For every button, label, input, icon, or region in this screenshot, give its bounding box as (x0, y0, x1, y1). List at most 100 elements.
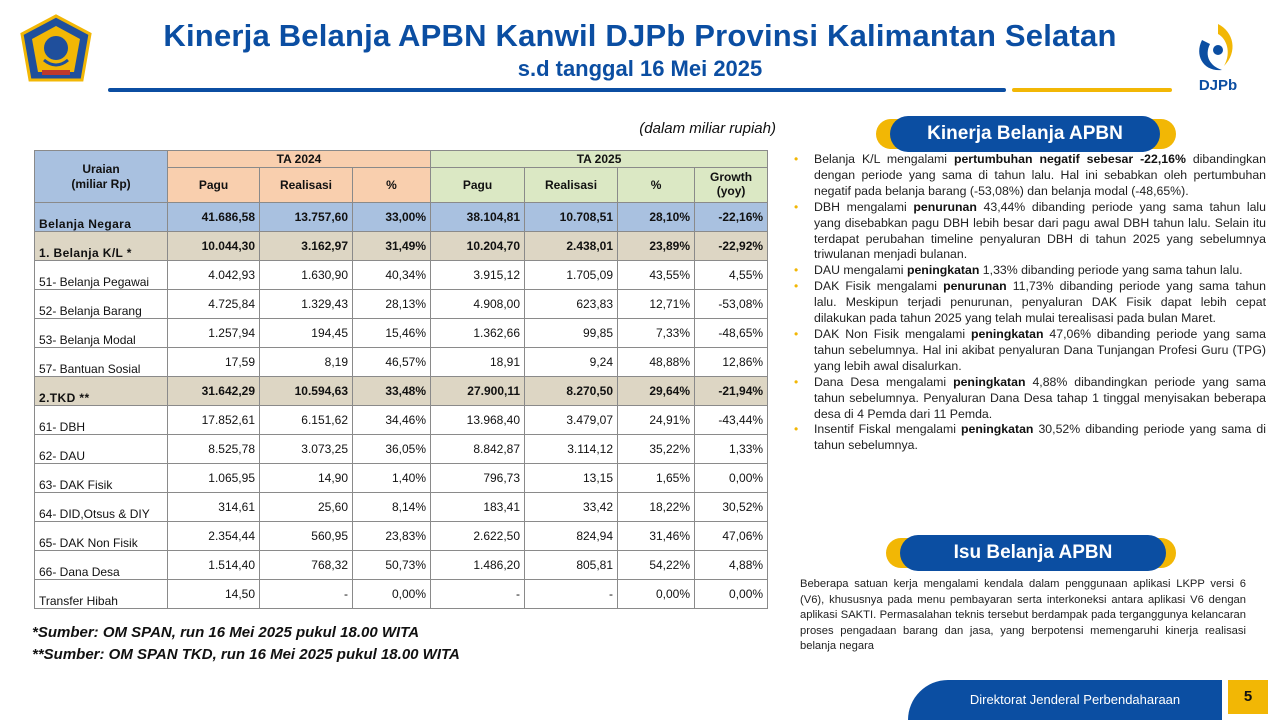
bullet-emphasis: penurunan (913, 199, 977, 214)
table-row: Belanja Negara 41.686,58 13.757,60 33,00% 38… (34, 202, 769, 232)
row-value: 9,24 (524, 347, 619, 377)
row-value: 4.908,00 (430, 289, 526, 319)
row-value: 10.044,30 (167, 231, 260, 261)
row-value: 0,00% (351, 579, 432, 609)
table-row: 64- DID,Otsus & DIY 314,61 25,60 8,14% 183,4… (34, 492, 769, 522)
row-value: 4,88% (694, 550, 769, 580)
col-growth-line2: (yoy) (716, 184, 746, 198)
row-label: 63- DAK Fisik (34, 463, 168, 493)
footer-org: Direktorat Jenderal Perbendaharaan (908, 680, 1222, 720)
source-note-1: *Sumber: OM SPAN, run 16 Mei 2025 pukul … (32, 624, 420, 641)
row-value: -48,65% (694, 318, 769, 348)
row-value: 17.852,61 (167, 405, 260, 435)
bullet-text: 4,88% dibandingkan periode yang sama tah… (814, 374, 1267, 421)
row-value: 8.270,50 (524, 376, 619, 406)
row-value: - (259, 579, 353, 609)
row-value: 1.486,20 (430, 550, 526, 580)
row-value: 36,05% (351, 434, 432, 464)
row-value: 14,90 (259, 463, 353, 493)
col-growth: Growth (yoy) (694, 167, 769, 203)
row-value: 0,00% (694, 579, 769, 609)
row-value: 1,33% (694, 434, 769, 464)
kinerja-bullet: • Insentif Fiskal mengalami peningkatan 3… (794, 422, 1266, 454)
row-value: 1.514,40 (167, 550, 260, 580)
row-value: -53,08% (694, 289, 769, 319)
row-value: 10.594,63 (259, 376, 353, 406)
row-value: 1.257,94 (167, 318, 260, 348)
row-value: - (524, 579, 619, 609)
col-pagu-2025: Pagu (430, 167, 526, 203)
kinerja-heading: Kinerja Belanja APBN (890, 116, 1160, 152)
row-value: -43,44% (694, 405, 769, 435)
row-value: 12,71% (617, 289, 696, 319)
row-value: 33,48% (351, 376, 432, 406)
row-value: 28,10% (617, 202, 696, 232)
row-value: 43,55% (617, 260, 696, 290)
table-row: 62- DAU 8.525,78 3.073,25 36,05% 8.842,87 3.1… (34, 434, 769, 464)
bullet-text: 30,52% dibanding periode yang sama di ta… (814, 422, 1266, 453)
row-value: 8,14% (351, 492, 432, 522)
row-value: 13,15 (524, 463, 619, 493)
row-value: 1.705,09 (524, 260, 619, 290)
row-value: 1.362,66 (430, 318, 526, 348)
row-value: 35,22% (617, 434, 696, 464)
row-value: 30,52% (694, 492, 769, 522)
row-value: 183,41 (430, 492, 526, 522)
uraian-header-line2: (miliar Rp) (71, 176, 131, 191)
row-value: 805,81 (524, 550, 619, 580)
row-value: 10.204,70 (430, 231, 526, 261)
source-note-2: **Sumber: OM SPAN TKD, run 16 Mei 2025 p… (32, 646, 460, 663)
uraian-header: Uraian (miliar Rp) (34, 150, 168, 203)
row-value: 3.073,25 (259, 434, 353, 464)
row-value: 1.329,43 (259, 289, 353, 319)
row-label: 66- Dana Desa (34, 550, 168, 580)
bullet-emphasis: penurunan (943, 279, 1007, 294)
bullet-emphasis: pertumbuhan negatif sebesar -22,16% (953, 152, 1186, 166)
row-value: 796,73 (430, 463, 526, 493)
row-value: 1.630,90 (259, 260, 353, 290)
bullet-text: Insentif Fiskal mengalami (814, 422, 961, 437)
row-value: 3.479,07 (524, 405, 619, 435)
row-value: -22,92% (694, 231, 769, 261)
col-realisasi-2024: Realisasi (259, 167, 353, 203)
bullet-emphasis: peningkatan (953, 374, 1026, 389)
row-value: 560,95 (259, 521, 353, 551)
kinerja-bullet: • DAK Non Fisik mengalami peningkatan 47,… (794, 327, 1266, 375)
row-value: 38.104,81 (430, 202, 526, 232)
table-row: 66- Dana Desa 1.514,40 768,32 50,73% 1.486,2… (34, 550, 769, 580)
kinerja-bullet: • DBH mengalami penurunan 43,44% dibandin… (794, 200, 1266, 264)
bullet-text: DAU mengalami (814, 263, 907, 278)
row-value: 8.525,78 (167, 434, 260, 464)
row-value: 1,40% (351, 463, 432, 493)
bullet-text: DAK Non Fisik mengalami (814, 326, 972, 341)
row-label: 52- Belanja Barang (34, 289, 168, 319)
table-row: 52- Belanja Barang 4.725,84 1.329,43 28,13%… (34, 289, 769, 319)
row-value: 8,19 (259, 347, 353, 377)
row-value: 1,65% (617, 463, 696, 493)
ta2024-header: TA 2024 (166, 150, 432, 168)
table-row: 51- Belanja Pegawai 4.042,93 1.630,90 40,34… (34, 260, 769, 290)
kinerja-bullet: • Belanja K/L mengalami pertumbuhan negat… (794, 152, 1266, 200)
row-value: 8.842,87 (430, 434, 526, 464)
row-value: 2.622,50 (430, 521, 526, 551)
table-row: 57- Bantuan Sosial 17,59 8,19 46,57% 18,91 9,… (34, 347, 769, 377)
row-value: 13.757,60 (259, 202, 353, 232)
kinerja-bullet: • DAK Fisik mengalami penurunan 11,73% di… (794, 279, 1266, 327)
kinerja-heading-pill: Kinerja Belanja APBN (876, 116, 1176, 152)
row-value: 33,00% (351, 202, 432, 232)
row-value: 14,50 (167, 579, 260, 609)
bullet-text: 11,73% dibanding periode yang sama tahun… (814, 279, 1266, 326)
row-value: 40,34% (351, 260, 432, 290)
kinerja-bullet-list: • Belanja K/L mengalami pertumbuhan negat… (794, 152, 1266, 454)
row-value: 1.065,95 (167, 463, 260, 493)
title-divider (108, 88, 1006, 92)
row-value: 7,33% (617, 318, 696, 348)
bullet-emphasis: peningkatan (906, 263, 980, 278)
row-value: 48,88% (617, 347, 696, 377)
bullet-dot-icon: • (794, 422, 799, 437)
row-value: 46,57% (351, 347, 432, 377)
bullet-text: DAK Fisik mengalami (814, 279, 944, 294)
row-label: Transfer Hibah (34, 579, 168, 609)
table-row: 65- DAK Non Fisik 2.354,44 560,95 23,83% 2.6… (34, 521, 769, 551)
row-value: -21,94% (694, 376, 769, 406)
